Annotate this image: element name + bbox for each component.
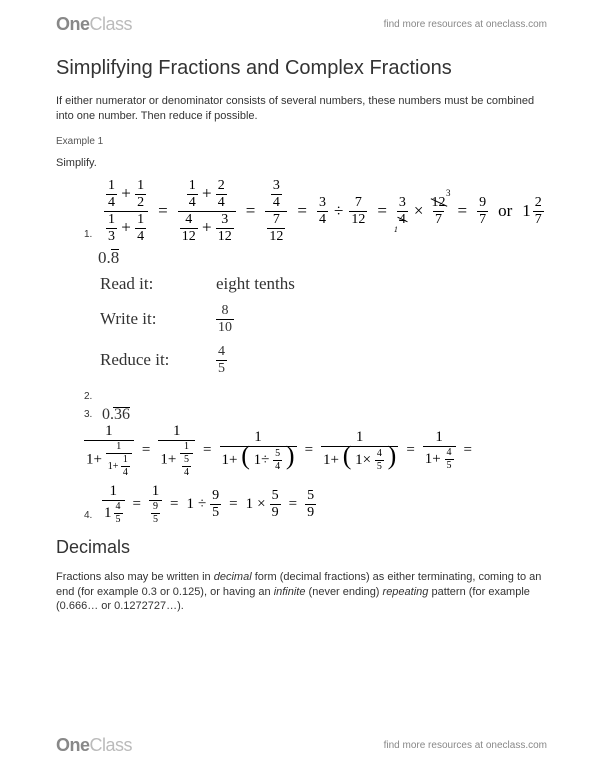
decimals-heading: Decimals <box>56 537 547 558</box>
equation-1: 1. 14 + 12 13 + 14 = 14 + 24 412 + <box>84 179 547 244</box>
frac-b: 14 + 24 412 + 312 <box>178 179 236 244</box>
header-link[interactable]: find more resources at oneclass.com <box>384 19 547 30</box>
page-container: OneClass find more resources at oneclass… <box>0 0 595 628</box>
intro-text: If either numerator or denominator consi… <box>56 94 547 124</box>
write-it-fraction: 810 <box>216 304 234 335</box>
page-title: Simplifying Fractions and Complex Fracti… <box>56 57 547 80</box>
list-number-1: 1. <box>84 229 98 240</box>
footer-link[interactable]: find more resources at oneclass.com <box>384 740 547 751</box>
read-it-value: eight tenths <box>216 274 295 294</box>
brand-part2: Class <box>90 14 133 34</box>
simplify-label: Simplify. <box>56 157 547 169</box>
or-label: or <box>494 201 516 221</box>
reduce-it-fraction: 45 <box>216 345 227 376</box>
list-item-3: 3. 0.36 <box>84 406 547 424</box>
footer-brand-logo: OneClass <box>56 735 132 756</box>
frac-a: 14 + 12 13 + 14 <box>104 179 148 244</box>
page-header: OneClass find more resources at oneclass… <box>56 14 547 35</box>
decimal-036: 0.36 <box>102 406 130 424</box>
brand-part1: One <box>56 14 90 34</box>
brand-logo: OneClass <box>56 14 132 35</box>
equation-4: 4. 1 1 45 = 1 95 = 1÷ 95 = 1× 59 = 59 <box>84 484 547 525</box>
read-write-reduce-block: Read it: eight tenths Write it: 810 Redu… <box>100 274 547 376</box>
decimal-08: 0.8 <box>98 248 119 267</box>
decimals-paragraph: Fractions also may be written in decimal… <box>56 570 547 615</box>
page-footer: OneClass find more resources at oneclass… <box>56 735 547 756</box>
decimal-08-row: 0.8 <box>98 248 547 268</box>
example-label: Example 1 <box>56 136 547 147</box>
write-it-label: Write it: <box>100 309 190 329</box>
equation-3: 1 1+ 1 1+ 14 = 1 1+ 1 54 <box>84 424 547 478</box>
read-it-label: Read it: <box>100 274 190 294</box>
reduce-it-label: Reduce it: <box>100 350 190 370</box>
list-item-2: 2. <box>84 386 547 406</box>
frac-c: 34 712 <box>265 179 287 244</box>
